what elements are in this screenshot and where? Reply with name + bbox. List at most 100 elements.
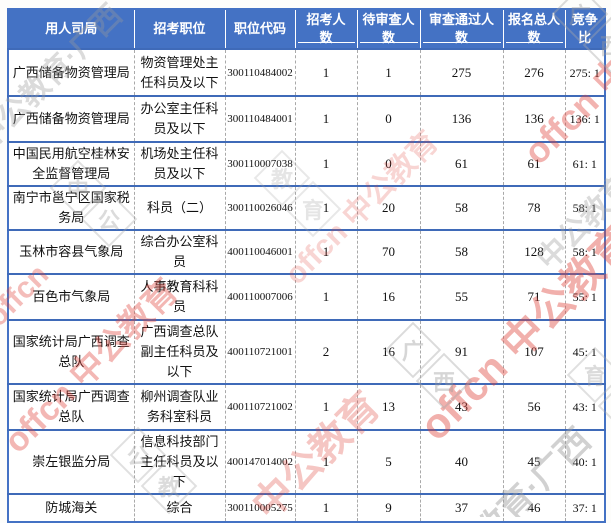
cell-pending: 20 — [356, 185, 420, 230]
table-row: 国家统计局广西调查总队 柳州调查队业务科室科员 400110721002 1 1… — [8, 383, 605, 430]
cell-approved: 55 — [419, 273, 503, 320]
cell-approved: 43 — [419, 383, 503, 430]
cell-ratio: 136: 1 — [564, 95, 605, 142]
table-row: 防城海关 综合 300110005275 1 9 37 46 37: 1 — [8, 493, 605, 522]
cell-approved: 58 — [419, 185, 503, 230]
cell-ratio: 275: 1 — [564, 48, 605, 96]
header-row: 用人司局 招考职位 职位代码 招考人 数 待审查人 数 审查通过人 数 报名总人… — [8, 9, 605, 49]
cell-approved: 40 — [419, 429, 503, 494]
cell-recruit: 1 — [294, 429, 357, 494]
cell-ratio: 40: 1 — [564, 429, 605, 494]
cell-department: 玉林市容县气象局 — [8, 229, 134, 274]
col-header-recruit-count: 招考人 数 — [294, 9, 357, 49]
cell-total: 46 — [502, 493, 565, 522]
cell-code: 300110007038 — [224, 141, 295, 186]
cell-total: 276 — [502, 48, 565, 96]
col-header-total-count: 报名总人 数 — [502, 9, 565, 49]
cell-position: 机场处主任科员及以下 — [133, 141, 225, 186]
col-header-code: 职位代码 — [224, 9, 295, 49]
cell-code: 300110484002 — [224, 48, 295, 96]
col-header-department: 用人司局 — [8, 9, 134, 49]
table-row: 广西储备物资管理局 物资管理处主任科员及以下 300110484002 1 1 … — [8, 48, 605, 96]
recruitment-table: 用人司局 招考职位 职位代码 招考人 数 待审查人 数 审查通过人 数 报名总人… — [7, 8, 606, 523]
cell-total: 71 — [502, 273, 565, 320]
cell-department: 崇左银监分局 — [8, 429, 134, 494]
col-header-position: 招考职位 — [133, 9, 225, 49]
cell-pending: 16 — [356, 273, 420, 320]
cell-approved: 61 — [419, 141, 503, 186]
cell-position: 物资管理处主任科员及以下 — [133, 48, 225, 96]
cell-recruit: 1 — [294, 48, 357, 96]
cell-position: 人事教育科科员 — [133, 273, 225, 320]
cell-department: 中国民用航空桂林安全监督管理局 — [8, 141, 134, 186]
cell-department: 广西储备物资管理局 — [8, 95, 134, 142]
cell-pending: 0 — [356, 141, 420, 186]
cell-recruit: 1 — [294, 273, 357, 320]
cell-approved: 58 — [419, 229, 503, 274]
cell-code: 400110721001 — [224, 319, 295, 384]
cell-position: 柳州调查队业务科室科员 — [133, 383, 225, 430]
table-row: 广西储备物资管理局 办公室主任科员及以下 300110484001 1 0 13… — [8, 95, 605, 142]
table-row: 百色市气象局 人事教育科科员 400110007006 1 16 55 71 5… — [8, 273, 605, 320]
cell-pending: 5 — [356, 429, 420, 494]
cell-code: 400110007006 — [224, 273, 295, 320]
cell-ratio: 45: 1 — [564, 319, 605, 384]
cell-total: 78 — [502, 185, 565, 230]
col-header-pending-count: 待审查人 数 — [356, 9, 420, 49]
cell-code: 300110005275 — [224, 493, 295, 522]
cell-recruit: 1 — [294, 383, 357, 430]
cell-ratio: 58: 1 — [564, 229, 605, 274]
cell-total: 128 — [502, 229, 565, 274]
col-header-ratio: 竞争 比 — [564, 9, 605, 49]
cell-code: 300110026046 — [224, 185, 295, 230]
cell-position: 信息科技部门主任科员及以下 — [133, 429, 225, 494]
cell-code: 400147014002 — [224, 429, 295, 494]
table-row: 玉林市容县气象局 综合办公室科员 400110046001 1 70 58 12… — [8, 229, 605, 274]
cell-recruit: 2 — [294, 319, 357, 384]
cell-ratio: 55: 1 — [564, 273, 605, 320]
cell-code: 300110484001 — [224, 95, 295, 142]
col-header-approved-count: 审查通过人 数 — [419, 9, 503, 49]
cell-pending: 0 — [356, 95, 420, 142]
cell-total: 45 — [502, 429, 565, 494]
cell-ratio: 37: 1 — [564, 493, 605, 522]
cell-ratio: 61: 1 — [564, 141, 605, 186]
cell-total: 61 — [502, 141, 565, 186]
cell-total: 136 — [502, 95, 565, 142]
cell-department: 国家统计局广西调查总队 — [8, 319, 134, 384]
cell-approved: 37 — [419, 493, 503, 522]
cell-position: 广西调查总队副主任科员及以下 — [133, 319, 225, 384]
cell-total: 107 — [502, 319, 565, 384]
cell-approved: 91 — [419, 319, 503, 384]
table-row: 南宁市邕宁区国家税务局 科员（二） 300110026046 1 20 58 7… — [8, 185, 605, 230]
cell-position: 科员（二） — [133, 185, 225, 230]
table-row: 崇左银监分局 信息科技部门主任科员及以下 400147014002 1 5 40… — [8, 429, 605, 494]
cell-position: 办公室主任科员及以下 — [133, 95, 225, 142]
cell-total: 56 — [502, 383, 565, 430]
cell-ratio: 43: 1 — [564, 383, 605, 430]
cell-department: 广西储备物资管理局 — [8, 48, 134, 96]
cell-approved: 136 — [419, 95, 503, 142]
table-row: 国家统计局广西调查总队 广西调查总队副主任科员及以下 400110721001 … — [8, 319, 605, 384]
cell-recruit: 1 — [294, 95, 357, 142]
cell-approved: 275 — [419, 48, 503, 96]
cell-pending: 70 — [356, 229, 420, 274]
cell-code: 400110046001 — [224, 229, 295, 274]
cell-recruit: 1 — [294, 229, 357, 274]
cell-pending: 13 — [356, 383, 420, 430]
cell-pending: 1 — [356, 48, 420, 96]
cell-pending: 9 — [356, 493, 420, 522]
cell-department: 国家统计局广西调查总队 — [8, 383, 134, 430]
cell-department: 百色市气象局 — [8, 273, 134, 320]
cell-pending: 16 — [356, 319, 420, 384]
cell-department: 南宁市邕宁区国家税务局 — [8, 185, 134, 230]
cell-recruit: 1 — [294, 141, 357, 186]
cell-position: 综合办公室科员 — [133, 229, 225, 274]
cell-position: 综合 — [133, 493, 225, 522]
cell-ratio: 58: 1 — [564, 185, 605, 230]
table-row: 中国民用航空桂林安全监督管理局 机场处主任科员及以下 300110007038 … — [8, 141, 605, 186]
cell-code: 400110721002 — [224, 383, 295, 430]
cell-department: 防城海关 — [8, 493, 134, 522]
cell-recruit: 1 — [294, 185, 357, 230]
cell-recruit: 1 — [294, 493, 357, 522]
